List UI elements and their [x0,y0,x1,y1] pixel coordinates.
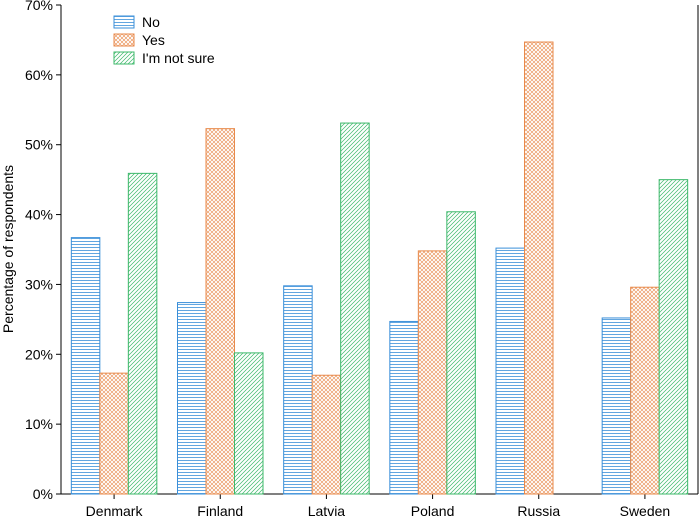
legend-swatch-0 [113,15,135,29]
y-tick-label: 20% [25,346,53,362]
bar-poland-yes [417,250,448,495]
bar-poland-i-m-not-sure [446,211,476,495]
bar-sweden-i-m-not-sure [658,179,689,495]
y-tick-label: 10% [25,416,53,432]
y-axis: 0% 10% 20% 30% 40% 50% 60% 70% [25,0,61,502]
y-tick-label: 60% [25,67,53,83]
x-tick-label-sweden: Sweden [620,503,671,516]
bar-russia-yes [524,41,554,495]
x-tick-label-denmark: Denmark [86,503,144,516]
bar-finland-i-m-not-sure [234,352,264,495]
bar-finland-no [177,302,207,495]
bar-denmark-yes [99,372,129,495]
bar-finland-yes [205,128,235,495]
bar-sweden-yes [630,286,660,495]
x-tick-label-finland: Finland [197,503,243,516]
y-tick-label: 50% [25,137,53,153]
legend-label-0: No [142,14,160,30]
legend: No Yes I'm not sure [113,14,215,66]
bar-latvia-i-m-not-sure [340,122,370,495]
bar-poland-no [389,320,419,495]
x-tick-label-russia: Russia [517,503,560,516]
bar-denmark-no [70,237,101,495]
y-tick-label: 40% [25,207,53,223]
legend-swatch-1 [113,33,135,47]
plot-frame [60,5,699,495]
bar-latvia-no [283,285,313,495]
x-tick-label-latvia: Latvia [308,503,346,516]
x-axis: Denmark Finland Latvia Poland Russia Sweden [86,494,671,516]
bar-latvia-yes [311,374,342,495]
y-tick-label: 70% [25,0,53,13]
legend-label-2: I'm not sure [142,50,215,66]
legend-label-1: Yes [142,32,165,48]
x-tick-label-poland: Poland [411,503,455,516]
bars [70,41,689,495]
bar-denmark-i-m-not-sure [127,172,158,495]
y-tick-label: 30% [25,276,53,292]
bar-sweden-no [601,317,632,495]
y-tick-label: 0% [33,486,53,502]
legend-swatch-2 [113,51,135,65]
y-axis-title: Percentage of respondents [0,165,16,333]
bar-russia-no [495,247,525,495]
